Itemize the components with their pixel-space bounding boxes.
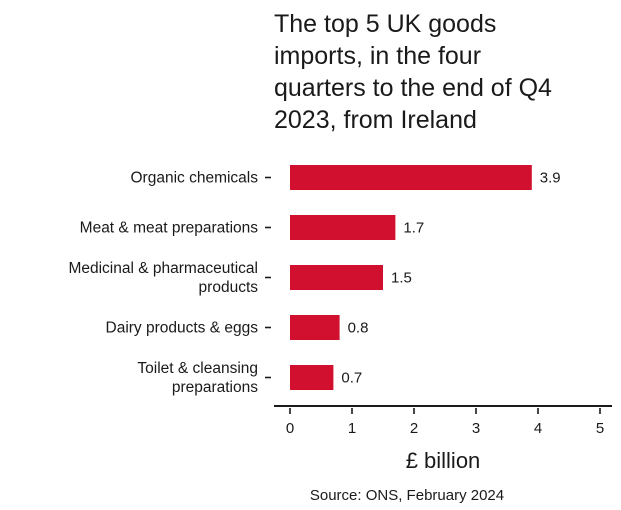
x-axis-label: £ billion [406,448,481,473]
category-labels: Organic chemicals Meat & meat preparation… [68,170,271,396]
x-tick-label: 5 [596,420,604,437]
bars [290,165,532,390]
category-label: Dairy products & eggs [106,320,259,337]
value-label: 1.7 [403,220,424,237]
bar [290,215,396,240]
bar [290,265,383,290]
chart-title-line: imports, in the four [274,42,481,70]
category-label: preparations [172,379,258,396]
category-label: Organic chemicals [131,170,259,187]
value-label: 0.8 [348,320,369,337]
chart-title-line: quarters to the end of Q4 [274,74,552,102]
chart-title-line: The top 5 UK goods [274,10,496,38]
x-tick-label: 3 [472,420,480,437]
x-tick-label: 0 [286,420,294,437]
bar [290,315,340,340]
category-label: Toilet & cleansing [137,360,258,377]
category-label: products [199,279,259,296]
category-label: Meat & meat preparations [80,220,259,237]
bar [290,365,334,390]
x-tick-label: 1 [348,420,356,437]
x-tick-label: 4 [534,420,542,437]
category-label: Medicinal & pharmaceutical [68,260,258,277]
value-label: 0.7 [341,370,362,387]
source-note: Source: ONS, February 2024 [310,487,504,504]
x-tick-label: 2 [410,420,418,437]
chart-title-line: 2023, from Ireland [274,106,477,134]
value-label: 1.5 [391,270,412,287]
bar [290,165,532,190]
value-labels: 3.9 1.7 1.5 0.8 0.7 [341,170,560,387]
value-label: 3.9 [540,170,561,187]
x-axis: 0 1 2 3 4 5 [274,405,612,437]
chart-title: The top 5 UK goods imports, in the four qu… [274,10,552,134]
